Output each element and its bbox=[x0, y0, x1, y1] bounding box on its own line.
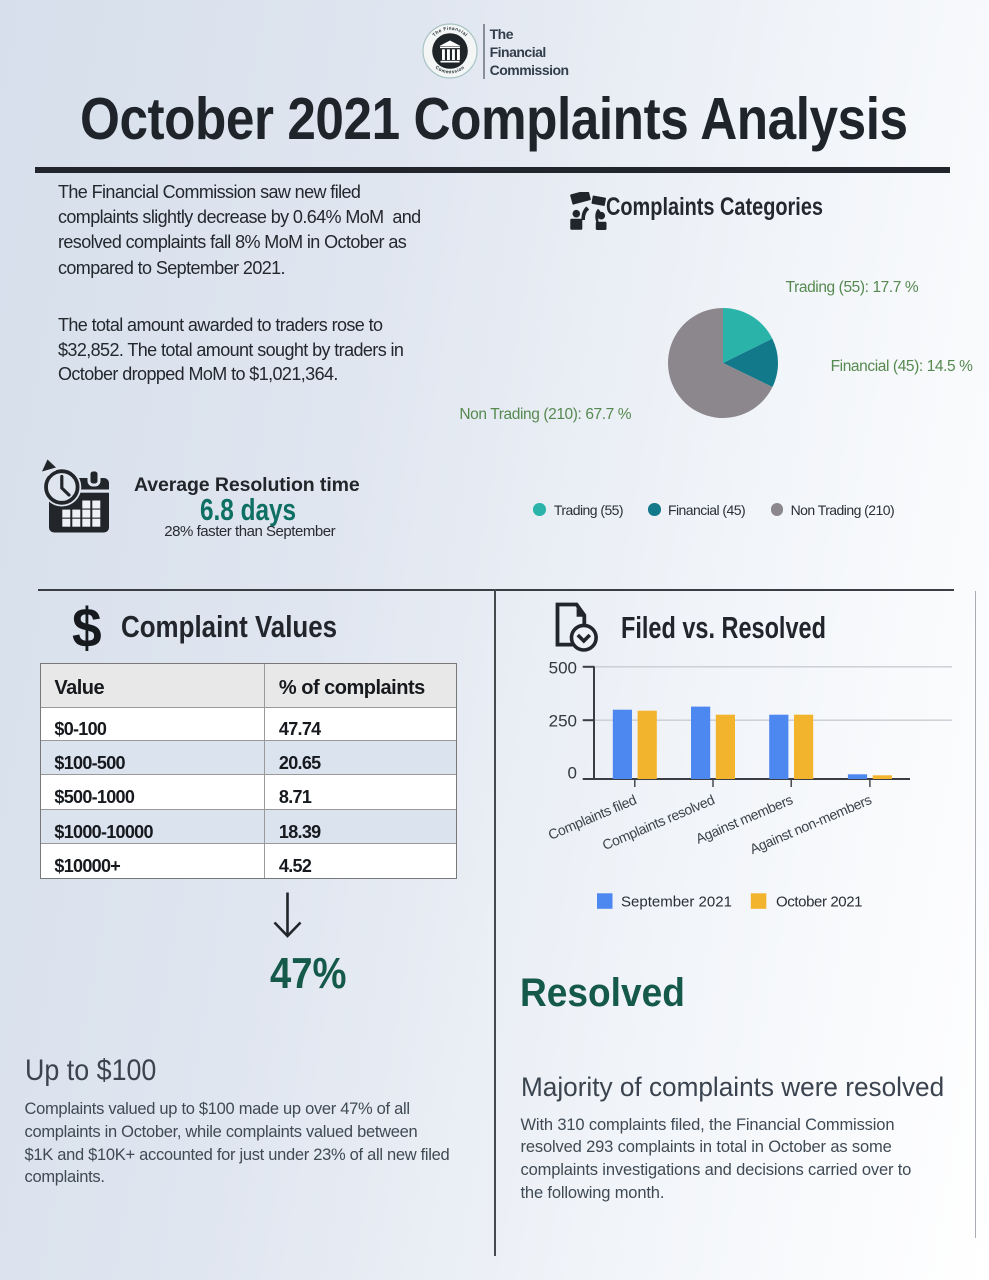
svg-text:Commission: Commission bbox=[435, 65, 466, 75]
svg-text:250: 250 bbox=[549, 711, 577, 730]
svg-text:500: 500 bbox=[549, 658, 577, 677]
svg-text:0: 0 bbox=[568, 764, 577, 783]
svg-text:September 2021: September 2021 bbox=[621, 894, 732, 911]
svg-text:October 2021: October 2021 bbox=[776, 894, 862, 911]
